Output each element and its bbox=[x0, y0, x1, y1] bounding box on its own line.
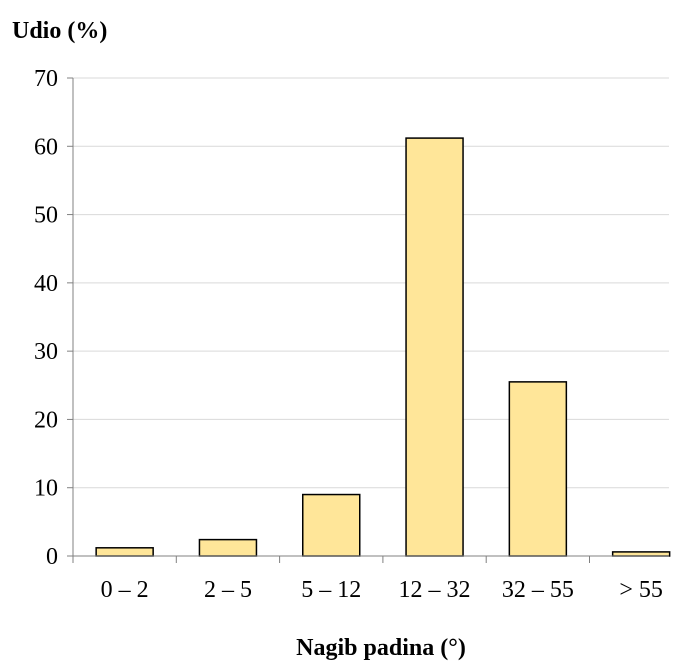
bars bbox=[95, 137, 671, 557]
x-tick-label: 2 – 5 bbox=[204, 577, 252, 603]
x-tick-label: 32 – 55 bbox=[502, 577, 574, 603]
y-tick-label: 30 bbox=[34, 339, 58, 365]
y-tick-label: 60 bbox=[34, 134, 58, 160]
y-tick-labels: 0 10 20 30 40 50 60 70 bbox=[34, 66, 58, 570]
x-tick-labels: 0 – 2 2 – 5 5 – 12 12 – 32 32 – 55 > 55 bbox=[101, 577, 663, 603]
bar bbox=[405, 137, 464, 557]
y-tick-label: 0 bbox=[46, 544, 58, 570]
y-tick-label: 20 bbox=[34, 407, 58, 433]
bar bbox=[198, 538, 258, 557]
y-tick-label: 50 bbox=[34, 203, 58, 229]
bar bbox=[95, 547, 154, 557]
y-tick-label: 70 bbox=[34, 66, 58, 92]
x-tick-label: 12 – 32 bbox=[399, 577, 471, 603]
bar bbox=[508, 381, 568, 557]
gridlines bbox=[73, 77, 669, 489]
y-tick-label: 40 bbox=[34, 271, 58, 297]
y-axis-title: Udio (%) bbox=[12, 18, 107, 44]
x-tick-label: 5 – 12 bbox=[301, 577, 361, 603]
bar bbox=[302, 493, 361, 557]
y-tick-label: 10 bbox=[34, 476, 58, 502]
x-tick-label: > 55 bbox=[619, 577, 663, 603]
x-tick-label: 0 – 2 bbox=[101, 577, 149, 603]
bar bbox=[611, 551, 671, 557]
axes bbox=[67, 77, 669, 563]
x-axis-title: Nagib padina (°) bbox=[296, 635, 466, 661]
